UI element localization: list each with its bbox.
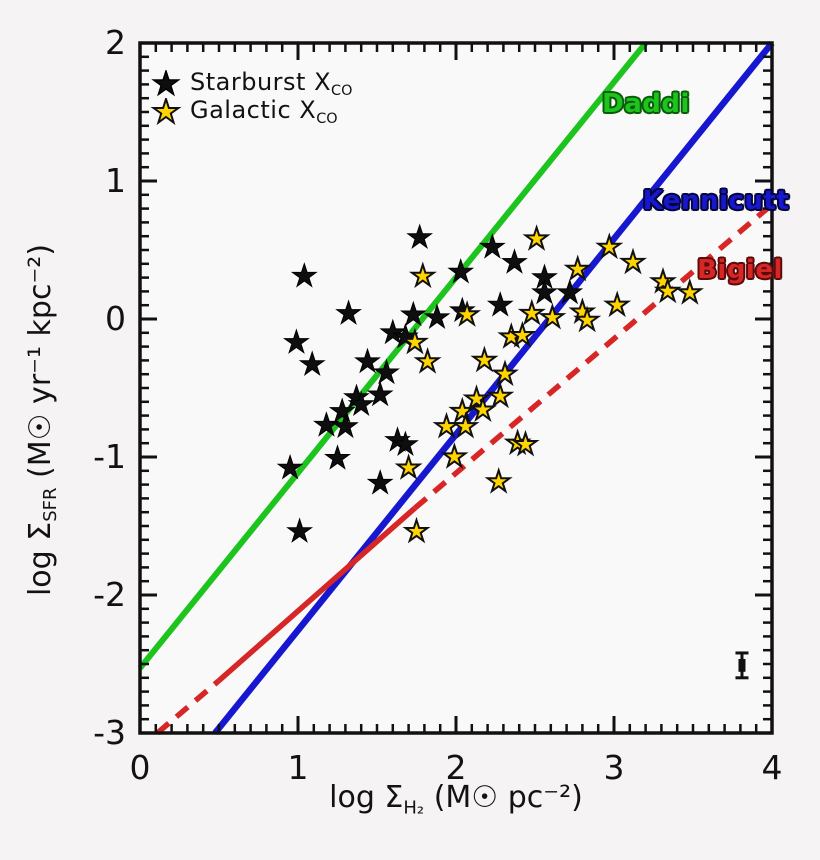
starburst-point	[423, 303, 451, 330]
legend-label-starburst: Starburst XCO	[190, 68, 353, 100]
galactic-point	[603, 290, 632, 318]
legend-label-galactic: Galactic XCO	[190, 96, 338, 128]
legend: Starburst XCO Galactic XCO	[150, 68, 353, 128]
galactic-point	[522, 224, 551, 251]
legend-item-starburst: Starburst XCO	[150, 68, 353, 100]
daddi-line-label: Daddi	[602, 89, 690, 119]
kennicutt-line-solid	[212, 40, 775, 736]
starburst-point	[366, 469, 394, 495]
galactic-point	[538, 302, 567, 330]
galactic-point	[511, 429, 540, 457]
starburst-point	[282, 328, 310, 354]
starburst-point	[531, 278, 558, 305]
galactic-point	[402, 516, 431, 544]
black-star-icon	[151, 70, 181, 97]
starburst-point	[286, 517, 314, 543]
galactic-point	[468, 395, 497, 423]
bigiel-line-dashed	[413, 202, 774, 511]
y-tick-label: -1	[93, 437, 126, 476]
y-tick-label: -2	[93, 575, 126, 614]
kennicutt-line-label: Kennicutt	[642, 186, 790, 216]
starburst-point	[298, 350, 326, 377]
starburst-point	[392, 430, 419, 457]
x-tick-label: 3	[604, 748, 625, 787]
starburst-point	[399, 300, 427, 327]
bigiel-line-dashed	[155, 678, 221, 736]
galactic-point	[648, 266, 677, 294]
galactic-point	[490, 359, 519, 387]
x-tick-label: 1	[288, 748, 309, 787]
bigiel-line-label: Bigiel	[697, 255, 783, 285]
y-tick-label: 2	[105, 23, 126, 62]
plot-area	[140, 43, 772, 733]
starburst-point	[478, 233, 506, 259]
y-tick-label: 0	[105, 299, 126, 338]
galactic-point	[595, 232, 624, 260]
starburst-point	[486, 291, 514, 317]
starburst-point	[324, 444, 351, 470]
galactic-point	[618, 247, 647, 275]
galactic-point	[400, 327, 429, 355]
starburst-point	[328, 397, 356, 423]
bigiel-line-solid	[217, 505, 417, 683]
yellow-star-icon	[150, 98, 182, 126]
starburst-point	[335, 299, 362, 325]
x-tick-label: 4	[762, 748, 783, 787]
y-tick-label: -3	[93, 713, 126, 752]
y-tick-label: 1	[105, 161, 126, 200]
starburst-point	[290, 262, 318, 288]
galactic-point	[486, 381, 515, 409]
galactic-point	[563, 254, 592, 282]
starburst-point	[556, 278, 584, 305]
starburst-point	[347, 390, 375, 416]
starburst-point	[501, 248, 528, 274]
starburst-point	[379, 318, 407, 345]
galactic-point	[573, 305, 602, 333]
galactic-point	[675, 278, 704, 305]
starburst-point	[276, 453, 304, 480]
x-tick-label: 2	[446, 748, 467, 787]
galactic-point	[470, 345, 499, 373]
y-axis-title: log ΣSFR (M☉ yr⁻¹ kpc⁻²)	[22, 243, 62, 597]
legend-item-galactic: Galactic XCO	[150, 96, 352, 128]
x-axis-title: log ΣH₂ (M☉ pc⁻²)	[329, 780, 583, 819]
starburst-point	[373, 358, 400, 385]
starburst-point	[354, 347, 381, 374]
galactic-point	[408, 261, 437, 289]
galactic-point	[451, 411, 480, 439]
daddi-line-solid	[137, 41, 648, 671]
starburst-point	[366, 380, 394, 407]
starburst-point	[331, 412, 359, 439]
galactic-point	[508, 320, 537, 348]
starburst-point	[406, 223, 434, 250]
galactic-point	[462, 384, 491, 411]
galactic-point	[413, 347, 442, 374]
galactic-point	[453, 300, 482, 327]
galactic-point	[484, 467, 513, 494]
galactic-point	[517, 298, 546, 326]
galactic-point	[440, 442, 469, 469]
starburst-point	[447, 258, 475, 284]
galactic-point	[394, 453, 423, 480]
galactic-point	[653, 276, 682, 304]
x-tick-label: 0	[130, 748, 151, 787]
